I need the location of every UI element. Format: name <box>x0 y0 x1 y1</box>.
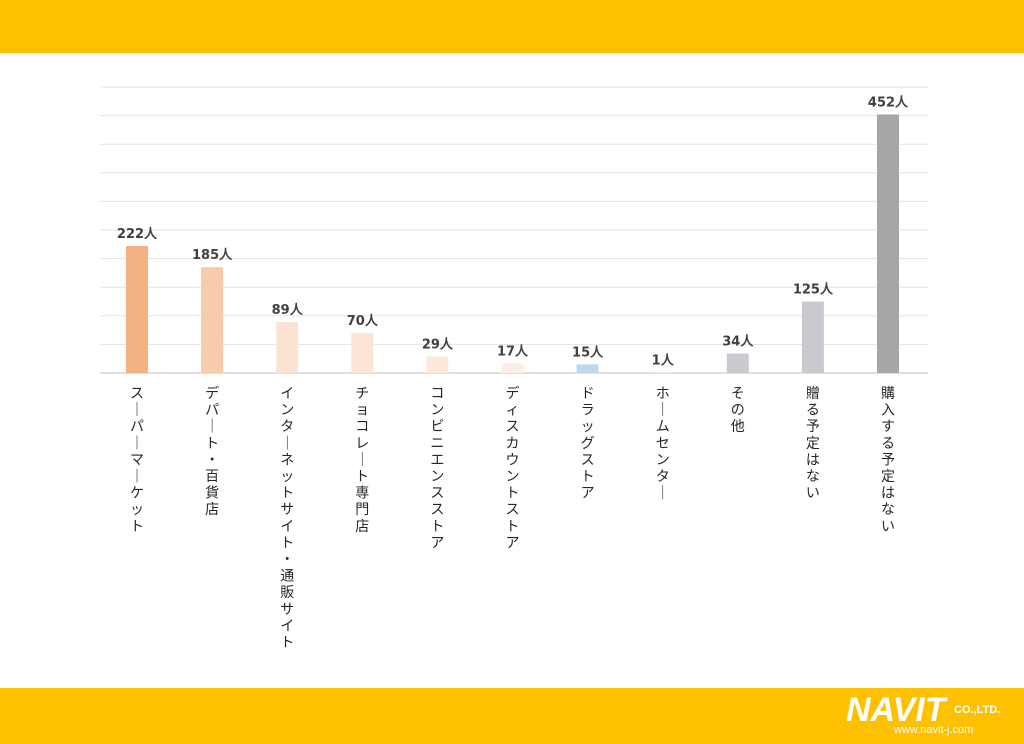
logo-company-suffix: CO.,LTD. <box>954 704 1001 716</box>
value-label: 70人 <box>347 313 379 329</box>
bar <box>276 322 299 373</box>
category-label: その他 <box>731 386 745 435</box>
value-label: 89人 <box>272 302 304 318</box>
bottom-footer-band <box>0 688 1024 744</box>
category-label: コンビニエンスストア <box>430 386 444 551</box>
category-label: インタ｜ネットサイト・通販サイト <box>280 386 294 651</box>
category-label: 贈る予定はない <box>806 386 820 502</box>
bar <box>877 114 899 374</box>
category-label: 購入する予定はない <box>881 386 895 535</box>
bar <box>351 332 374 373</box>
category-label: ホ｜ムセンタ｜ <box>656 386 670 502</box>
value-label: 125人 <box>793 282 834 298</box>
chart-category-labels: ス｜パ｜マ｜ケット デパ｜ト・百貨店 インタ｜ネットサイト・通販サイト チョコレ｜ト専… <box>130 385 895 651</box>
chart-value-labels: 222人 185人 89人 70人 29人 17人 15人 1人 34人 125人 452人 <box>117 94 909 368</box>
category-label: デパ｜ト・百貨店 <box>205 385 219 518</box>
value-label: 29人 <box>422 336 454 352</box>
category-label: ドラッグストア <box>581 386 595 502</box>
navit-logo: NAVIT CO.,LTD. www.navit-j.com <box>846 692 1016 740</box>
bar <box>126 246 148 373</box>
category-label: ス｜パ｜マ｜ケット <box>130 386 144 535</box>
value-label: 222人 <box>117 226 158 242</box>
top-header-band <box>0 0 1024 53</box>
bar <box>726 353 749 373</box>
logo-wordmark: NAVIT <box>846 691 946 729</box>
logo-url: www.navit-j.com <box>894 724 974 736</box>
bar <box>651 372 674 373</box>
value-label: 452人 <box>868 94 909 110</box>
chart-bars <box>126 114 899 374</box>
bar <box>576 364 599 373</box>
bar <box>426 356 449 373</box>
category-label: チョコレ｜ト専門店 <box>355 386 369 535</box>
value-label: 34人 <box>722 334 754 350</box>
bar <box>801 301 824 373</box>
chart-gridlines <box>100 86 928 374</box>
category-label: ディスカウントストア <box>506 385 520 551</box>
bar <box>201 267 224 373</box>
value-label: 17人 <box>497 343 529 359</box>
value-label: 1人 <box>652 352 675 368</box>
value-label: 15人 <box>572 344 604 360</box>
value-label: 185人 <box>192 247 233 263</box>
bar <box>501 363 524 373</box>
